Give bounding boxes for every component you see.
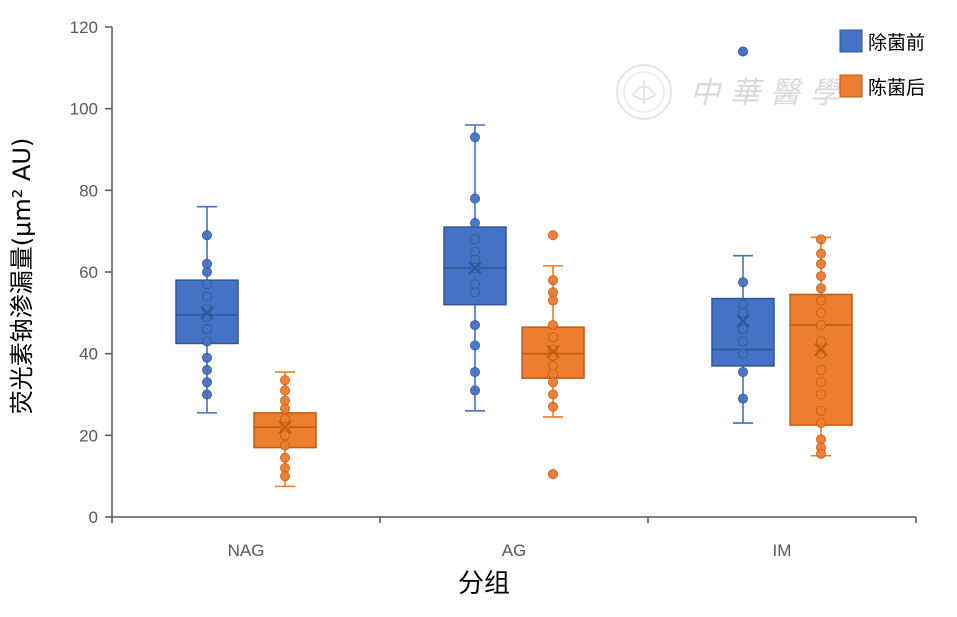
data-point	[738, 277, 749, 288]
data-point	[201, 377, 212, 388]
data-point	[279, 430, 290, 441]
data-point	[738, 307, 749, 318]
data-point	[816, 320, 827, 331]
data-point	[816, 336, 827, 347]
mean-marker	[200, 306, 214, 320]
y-tick-label: 80	[79, 181, 98, 200]
data-point	[738, 348, 749, 359]
data-point	[279, 403, 290, 414]
data-point	[738, 393, 749, 404]
mean-marker	[546, 344, 560, 359]
y-tick-label: 120	[70, 18, 98, 37]
data-point	[201, 336, 212, 347]
data-point	[469, 193, 480, 204]
data-point	[738, 336, 749, 347]
data-point	[816, 448, 827, 459]
outlier-point	[548, 469, 559, 480]
data-point	[469, 367, 480, 378]
data-point	[738, 324, 749, 335]
y-tick-label: 20	[79, 426, 98, 445]
y-axis: 0 20 40 60 80 100 120	[70, 18, 113, 527]
data-point	[279, 440, 290, 451]
data-point	[201, 324, 212, 335]
box-IM-after	[789, 234, 853, 459]
watermark-text: 中華醫學	[690, 76, 850, 111]
data-point	[548, 295, 559, 306]
data-point	[548, 401, 559, 412]
mean-marker	[278, 420, 292, 434]
data-point	[816, 271, 827, 282]
data-point	[469, 287, 480, 298]
legend-label: 除菌前	[868, 32, 925, 54]
y-tick-label: 60	[79, 263, 98, 282]
box-NAG-before	[175, 205, 239, 414]
mean-marker	[736, 314, 750, 328]
data-point	[816, 307, 827, 318]
watermark: 中華醫學	[616, 64, 850, 120]
data-point	[548, 389, 559, 400]
data-point	[469, 234, 480, 245]
data-point	[201, 364, 212, 375]
legend-label: 陈菌后	[868, 77, 925, 99]
data-point	[816, 283, 827, 294]
data-point	[201, 230, 212, 241]
data-point	[548, 332, 559, 343]
y-tick-label: 100	[70, 100, 98, 119]
data-point	[816, 258, 827, 269]
data-point	[469, 385, 480, 396]
x-axis: NAG AG IM	[111, 516, 917, 560]
data-point	[279, 471, 290, 482]
x-tick-label: NAG	[228, 541, 265, 560]
watermark-seal	[616, 64, 672, 120]
data-point	[201, 352, 212, 363]
mean-marker	[468, 261, 482, 275]
data-point	[816, 234, 827, 245]
y-tick-label: 0	[89, 508, 98, 527]
data-point	[816, 377, 827, 388]
data-point	[279, 375, 290, 386]
data-point	[738, 367, 749, 378]
data-point	[548, 230, 559, 241]
data-point	[469, 132, 480, 143]
data-point	[469, 217, 480, 228]
legend-swatch	[839, 74, 863, 98]
legend-swatch	[839, 29, 863, 53]
data-point	[548, 275, 559, 286]
x-tick-label: IM	[773, 541, 792, 560]
box-IM-before	[711, 46, 775, 424]
data-point	[201, 291, 212, 302]
data-point	[201, 279, 212, 290]
x-axis-title: 分组	[458, 569, 510, 599]
y-axis-title: 荧光素钠渗漏量(μm² AU)	[8, 138, 36, 415]
data-point	[201, 389, 212, 400]
box-AG-before	[443, 124, 507, 412]
box-NAG-after	[253, 371, 317, 488]
data-point	[548, 320, 559, 331]
data-point	[816, 248, 827, 259]
data-point	[548, 377, 559, 388]
plot-area	[175, 46, 853, 488]
data-point	[816, 364, 827, 375]
y-tick-label: 40	[79, 345, 98, 364]
mean-marker	[814, 342, 828, 357]
x-tick-label: AG	[502, 541, 527, 560]
data-point	[279, 385, 290, 396]
data-point	[469, 340, 480, 351]
data-point	[816, 405, 827, 416]
data-point	[816, 389, 827, 400]
outlier-point	[738, 46, 749, 57]
box-AG-after	[521, 230, 585, 480]
data-point	[816, 418, 827, 429]
data-point	[816, 295, 827, 306]
data-point	[201, 266, 212, 277]
data-point	[279, 452, 290, 463]
data-point	[469, 320, 480, 331]
